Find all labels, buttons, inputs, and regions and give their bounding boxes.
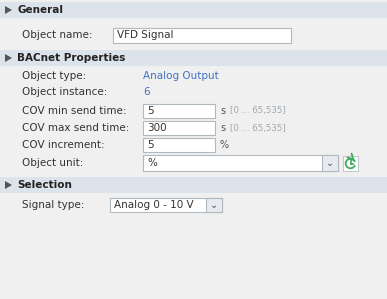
Text: [0 ... 65,535]: [0 ... 65,535]: [230, 123, 286, 132]
Text: %: %: [147, 158, 157, 168]
Text: 300: 300: [147, 123, 167, 133]
Text: Object type:: Object type:: [22, 71, 86, 81]
Text: COV min send time:: COV min send time:: [22, 106, 127, 116]
Text: General: General: [17, 5, 63, 15]
Text: Object name:: Object name:: [22, 30, 92, 40]
Text: %: %: [220, 140, 229, 150]
Text: VFD Signal: VFD Signal: [117, 30, 173, 40]
Text: Selection: Selection: [17, 180, 72, 190]
Text: Object unit:: Object unit:: [22, 158, 83, 168]
Text: Signal type:: Signal type:: [22, 200, 84, 210]
Text: s: s: [220, 123, 225, 133]
Text: Object instance:: Object instance:: [22, 87, 107, 97]
Text: COV increment:: COV increment:: [22, 140, 104, 150]
Text: [0 ... 65,535]: [0 ... 65,535]: [230, 106, 286, 115]
FancyBboxPatch shape: [143, 121, 215, 135]
FancyBboxPatch shape: [143, 104, 215, 118]
Text: 6: 6: [143, 87, 150, 97]
Text: s: s: [220, 106, 225, 116]
Text: BACnet Properties: BACnet Properties: [17, 53, 125, 63]
Text: Analog 0 - 10 V: Analog 0 - 10 V: [114, 200, 194, 210]
Text: COV max send time:: COV max send time:: [22, 123, 129, 133]
Text: 5: 5: [147, 106, 154, 116]
Polygon shape: [5, 54, 12, 62]
Text: Analog Output: Analog Output: [143, 71, 219, 81]
Text: ⌄: ⌄: [210, 201, 218, 210]
FancyBboxPatch shape: [110, 198, 222, 212]
FancyBboxPatch shape: [0, 177, 387, 193]
FancyBboxPatch shape: [0, 50, 387, 66]
FancyBboxPatch shape: [113, 28, 291, 43]
Text: 5: 5: [147, 140, 154, 150]
FancyBboxPatch shape: [322, 155, 338, 171]
FancyBboxPatch shape: [143, 138, 215, 152]
FancyBboxPatch shape: [343, 156, 358, 171]
Polygon shape: [5, 181, 12, 189]
FancyBboxPatch shape: [206, 198, 222, 212]
Polygon shape: [5, 6, 12, 14]
FancyBboxPatch shape: [143, 155, 338, 171]
Text: ⌄: ⌄: [326, 158, 334, 169]
FancyBboxPatch shape: [0, 2, 387, 18]
